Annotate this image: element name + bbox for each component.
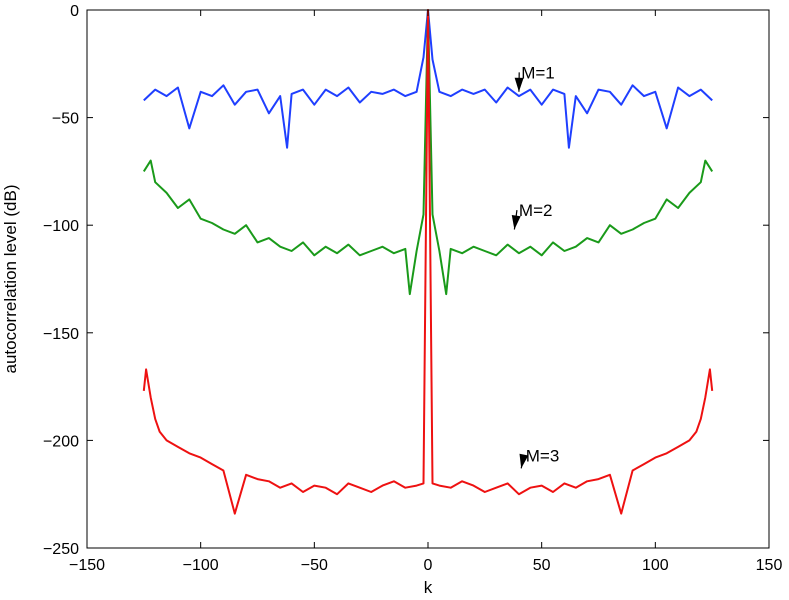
series-layer	[142, 9, 714, 515]
x-tick-label: −150	[69, 557, 105, 574]
y-tick-label: −250	[43, 541, 79, 558]
x-axis-label: k	[424, 578, 433, 597]
annotation-label-3: M=3	[526, 446, 560, 465]
y-tick-label: −200	[43, 433, 79, 450]
y-tick-label: −50	[52, 111, 79, 128]
annotations-layer: M=1 M=2 M=3	[511, 63, 560, 469]
x-tick-label: 50	[533, 557, 551, 574]
series-line-3	[142, 9, 714, 515]
ticks-layer: −150 −100 −50 0 50 100 150 0 −50 −100 −150 −200 −250	[43, 3, 782, 574]
y-tick-label: −100	[43, 218, 79, 235]
y-tick-label: −150	[43, 326, 79, 343]
annotation-label-1: M=1	[521, 63, 555, 82]
annotation-arrowhead-1	[514, 77, 524, 92]
x-tick-label: 100	[642, 557, 669, 574]
x-tick-label: −50	[301, 557, 328, 574]
y-tick-label: 0	[70, 3, 79, 20]
annotation-arrowhead-2	[511, 215, 521, 230]
x-tick-label: 0	[424, 557, 433, 574]
x-tick-label: 150	[756, 557, 783, 574]
x-tick-label: −100	[183, 557, 219, 574]
annotation-label-2: M=2	[519, 201, 553, 220]
y-axis-label: autocorrelation level (dB)	[1, 185, 20, 374]
annotation-arrowhead-3	[519, 453, 529, 469]
